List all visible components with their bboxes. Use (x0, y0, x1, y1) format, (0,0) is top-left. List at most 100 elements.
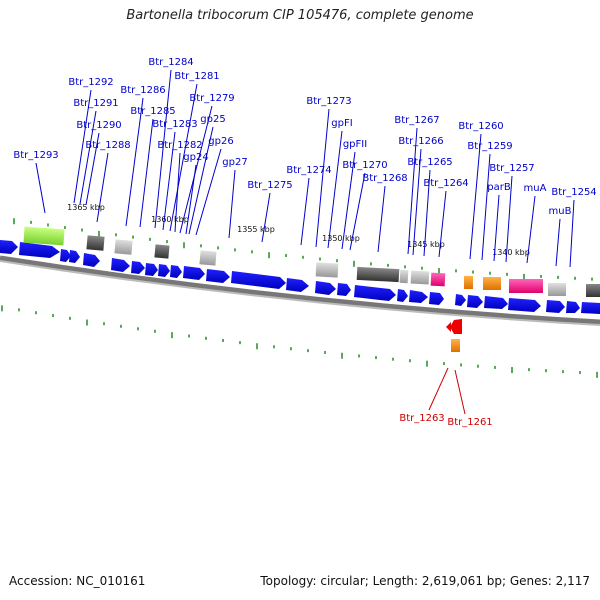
gene-label[interactable]: Btr_1260 (458, 121, 503, 132)
cds-feature[interactable] (337, 283, 351, 296)
cds-feature[interactable] (19, 242, 60, 258)
gene-Btr_1261-orange-rna[interactable] (451, 339, 460, 352)
scale-label: 1360 kbp (151, 215, 189, 224)
gene-label[interactable]: Btr_1274 (286, 165, 331, 176)
gene-label[interactable]: Btr_1293 (13, 150, 58, 161)
orange-feature[interactable] (464, 276, 473, 289)
gene-label[interactable]: Btr_1286 (120, 85, 165, 96)
gene-label[interactable]: Btr_1279 (189, 93, 234, 104)
cds-feature[interactable] (69, 250, 80, 263)
pseudogene-light[interactable] (199, 250, 217, 266)
outer-tick-ring (13, 218, 593, 281)
gene-label[interactable]: Btr_1282 (157, 140, 202, 151)
cds-feature[interactable] (467, 295, 483, 308)
gene-label[interactable]: gp27 (222, 157, 247, 168)
cds-feature[interactable] (286, 278, 309, 292)
cds-feature[interactable] (397, 289, 408, 302)
pseudogene-light[interactable] (399, 269, 409, 284)
gene-label[interactable]: Btr_1283 (152, 119, 197, 130)
gene-label[interactable]: Btr_1263 (399, 413, 444, 424)
cds-feature[interactable] (60, 249, 71, 262)
cds-feature[interactable] (111, 258, 130, 272)
cds-feature[interactable] (546, 300, 565, 313)
gene-label[interactable]: Btr_1284 (148, 57, 193, 68)
gene-label[interactable]: Btr_1261 (447, 417, 492, 428)
gene-label[interactable]: Btr_1268 (362, 173, 407, 184)
pseudogene-light[interactable] (548, 283, 566, 296)
gene-label[interactable]: Btr_1292 (68, 77, 113, 88)
gene-Btr_1261-reverse[interactable] (450, 319, 462, 334)
gene-label[interactable]: Btr_1257 (489, 163, 534, 174)
forward-features (0, 226, 600, 314)
gene-label[interactable]: Btr_1265 (407, 157, 452, 168)
gene-label[interactable]: Btr_1290 (76, 120, 121, 131)
gene-leader-line (428, 367, 449, 411)
cds-feature[interactable] (315, 281, 336, 295)
gene-label[interactable]: gp24 (183, 152, 208, 163)
gene-label[interactable]: gpFI (331, 118, 352, 129)
gene-muA-feature[interactable] (509, 279, 543, 293)
gene-label[interactable]: Btr_1273 (306, 96, 351, 107)
gene-label[interactable]: gp25 (200, 114, 225, 125)
inner-tick-ring (1, 305, 598, 378)
cds-feature[interactable] (409, 290, 428, 303)
cds-feature[interactable] (566, 301, 580, 313)
gene-Btr_1263-reverse[interactable] (446, 322, 451, 332)
gene-Btr_1264-feature[interactable] (430, 272, 446, 287)
gene-leader-line (179, 105, 213, 234)
gene-label[interactable]: Btr_1291 (73, 98, 118, 109)
gene-leader-line (469, 133, 482, 260)
pseudogene-dark[interactable] (586, 284, 600, 297)
pseudogene-light[interactable] (315, 262, 339, 278)
pseudogene-light[interactable] (410, 270, 430, 285)
cds-feature[interactable] (145, 263, 158, 276)
pseudogene-dark[interactable] (356, 266, 400, 283)
pseudogene-dark[interactable] (86, 235, 105, 251)
gene-label[interactable]: Btr_1285 (130, 106, 175, 117)
cds-feature[interactable] (581, 302, 600, 314)
gene-leader-line (407, 127, 418, 255)
gene-leader-line (261, 192, 271, 243)
gene-label[interactable]: gpFII (343, 139, 367, 150)
cds-feature[interactable] (455, 294, 466, 306)
cds-feature[interactable] (158, 264, 170, 277)
gene-label[interactable]: Btr_1281 (174, 71, 219, 82)
gene-label[interactable]: Btr_1275 (247, 180, 292, 191)
gene-parB-feature[interactable] (483, 277, 501, 290)
cds-feature[interactable] (484, 296, 508, 309)
gene-leader-line (174, 152, 181, 233)
gene-label[interactable]: Btr_1259 (467, 141, 512, 152)
gene-leader-line (35, 162, 46, 214)
cds-feature[interactable] (231, 271, 286, 289)
gene-leader-line (349, 172, 366, 251)
gene-leader-line (185, 164, 197, 235)
gene-label[interactable]: Btr_1267 (394, 115, 439, 126)
scale-label: 1340 kbp (492, 248, 530, 257)
cds-feature[interactable] (131, 261, 145, 274)
cds-feature[interactable] (170, 265, 182, 278)
forward-gene-labels: Btr_1293 Btr_1292 Btr_1291 Btr_1290 Btr_1288… (13, 57, 597, 268)
cds-feature[interactable] (183, 266, 205, 280)
gene-leader-line (505, 175, 513, 263)
gene-label[interactable]: muA (524, 183, 547, 194)
rna-feature[interactable] (23, 226, 65, 246)
gene-label[interactable]: muB (549, 206, 572, 217)
gene-leader-line (569, 199, 575, 268)
gene-label[interactable]: Btr_1266 (398, 136, 443, 147)
cds-feature[interactable] (508, 298, 541, 312)
gene-leader-line (73, 89, 92, 204)
cds-feature[interactable] (83, 253, 100, 267)
gene-label[interactable]: Btr_1254 (551, 187, 596, 198)
gene-label[interactable]: Btr_1264 (423, 178, 468, 189)
cds-feature[interactable] (429, 292, 444, 305)
pseudogene-light[interactable] (114, 239, 133, 255)
gene-label[interactable]: parB (487, 182, 511, 193)
pseudogene-dark[interactable] (154, 244, 170, 259)
cds-feature[interactable] (354, 285, 396, 301)
cds-feature[interactable] (206, 269, 230, 283)
gene-label[interactable]: Btr_1270 (342, 160, 387, 171)
gene-label[interactable]: gp26 (208, 136, 233, 147)
gene-Btr_1293-cds[interactable] (0, 240, 18, 254)
gene-label[interactable]: Btr_1288 (85, 140, 130, 151)
